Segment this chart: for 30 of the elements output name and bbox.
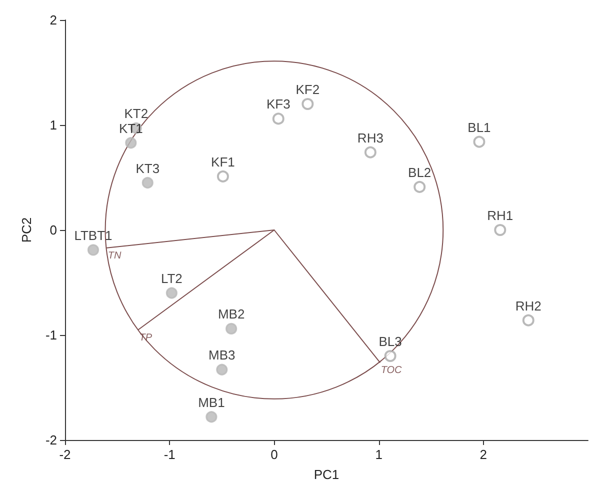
y-tick-label: 1: [50, 118, 57, 132]
y-tick-label: 2: [50, 12, 57, 28]
annotation: RH2: [515, 298, 542, 314]
annotation: TN: [108, 250, 122, 262]
y-tick-label: 0: [50, 222, 57, 238]
y-tick-label: -2: [45, 432, 57, 448]
annotation: MB3: [208, 348, 236, 363]
annotation: KT1: [118, 120, 143, 136]
annotation: BL3: [378, 334, 402, 349]
x-tick-label: 2: [480, 447, 488, 462]
y-tick-label: -1: [45, 328, 57, 342]
annotation: MB1: [198, 394, 225, 410]
x-tick-label: 0: [270, 447, 278, 462]
annotation: KT2: [124, 106, 148, 122]
x-tick-label: -1: [164, 447, 176, 462]
annotation: KF2: [296, 82, 320, 97]
annotation: RH1: [487, 208, 514, 223]
annotation: KT3: [136, 160, 160, 176]
annotation: KF1: [211, 154, 235, 170]
annotation: RH3: [357, 130, 384, 146]
annotation: BL2: [408, 164, 432, 180]
y-axis-title: PC2: [19, 217, 34, 243]
annotation: LT2: [160, 271, 182, 286]
x-tick-label: 1: [375, 447, 382, 462]
x-tick-label: -2: [59, 447, 71, 462]
annotation: KF3: [266, 96, 290, 112]
annotation: MB2: [218, 306, 245, 322]
annotation: TOC: [380, 364, 403, 376]
x-axis-title: PC1: [314, 467, 340, 482]
annotation: BL1: [468, 120, 491, 135]
